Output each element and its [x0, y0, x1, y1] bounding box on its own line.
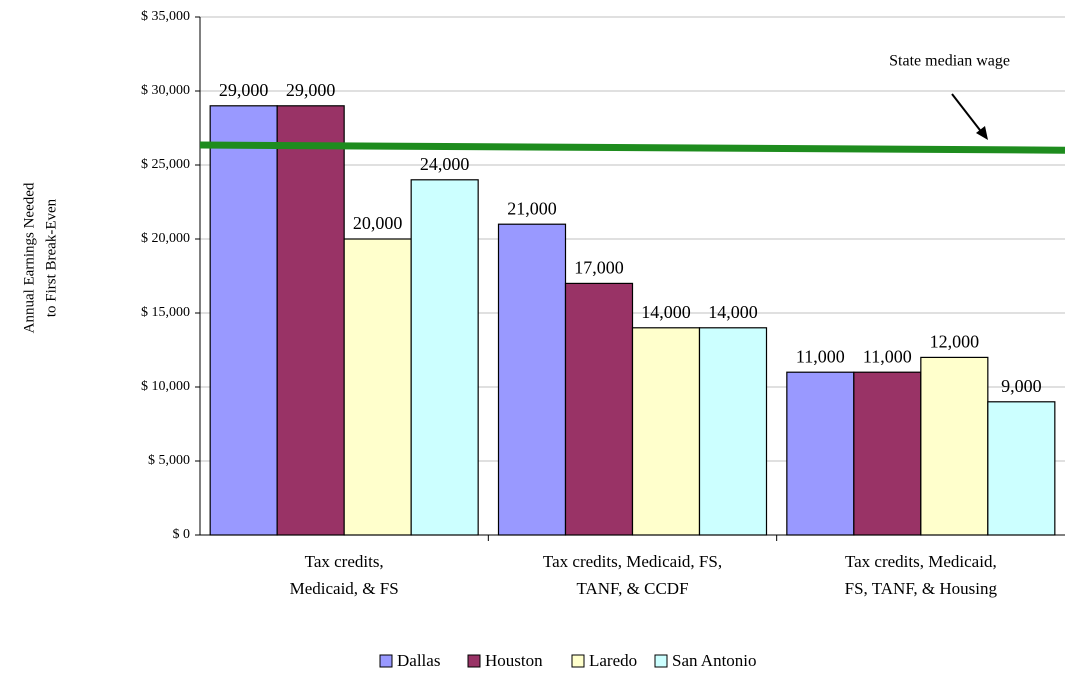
y-tick-label: $ 10,000 [141, 379, 190, 394]
bar [698, 327, 768, 536]
value-label: 17,000 [574, 258, 624, 278]
value-label: 24,000 [420, 154, 470, 174]
bar [209, 105, 278, 536]
bar [853, 371, 922, 536]
reference-line [199, 141, 1066, 154]
legend-label: San Antonio [672, 651, 757, 670]
bar [564, 282, 634, 536]
bar [987, 401, 1056, 536]
y-tick-label: $ 0 [173, 527, 191, 542]
bar [276, 105, 345, 536]
x-tick-label: Medicaid, & FS [290, 579, 399, 598]
value-label: 29,000 [286, 80, 336, 100]
bar [410, 179, 479, 536]
value-label: 11,000 [796, 346, 845, 366]
bar [786, 371, 855, 536]
value-label: 14,000 [641, 302, 691, 322]
y-tick-label: $ 30,000 [141, 83, 190, 98]
legend-label: Dallas [397, 651, 440, 670]
y-tick-label: $ 35,000 [141, 9, 190, 24]
x-tick-label: Tax credits, Medicaid, FS, [543, 552, 722, 571]
value-label: 21,000 [507, 198, 557, 218]
bar [920, 356, 989, 536]
legend-swatch [467, 654, 481, 668]
y-tick-label: $ 5,000 [148, 453, 190, 468]
legend-swatch [654, 654, 668, 668]
legend-label: Houston [485, 651, 543, 670]
annotation-arrow [951, 93, 984, 135]
y-tick-label: $ 25,000 [141, 157, 190, 172]
bar [343, 238, 412, 536]
legend-swatch [379, 654, 393, 668]
x-tick-label: Tax credits, Medicaid, [845, 552, 997, 571]
y-axis-label: Annual Earnings Needed [21, 182, 37, 333]
x-tick-label: Tax credits, [305, 552, 384, 571]
value-label: 9,000 [1001, 376, 1042, 396]
value-label: 14,000 [708, 302, 758, 322]
value-label: 11,000 [863, 346, 912, 366]
annotation: State median wage [889, 53, 1010, 70]
annotation-arrowhead [976, 126, 988, 140]
y-tick-label: $ 15,000 [141, 305, 190, 320]
y-tick-label: $ 20,000 [141, 231, 190, 246]
x-tick-label: FS, TANF, & Housing [845, 579, 998, 598]
value-label: 12,000 [930, 332, 980, 352]
value-label: 20,000 [353, 213, 403, 233]
legend-swatch [571, 654, 585, 668]
bar [631, 327, 701, 536]
legend-label: Laredo [589, 651, 637, 670]
y-axis-label: to First Break-Even [43, 198, 59, 317]
value-label: 29,000 [219, 80, 269, 100]
x-tick-label: TANF, & CCDF [576, 579, 688, 598]
bar [497, 223, 567, 536]
